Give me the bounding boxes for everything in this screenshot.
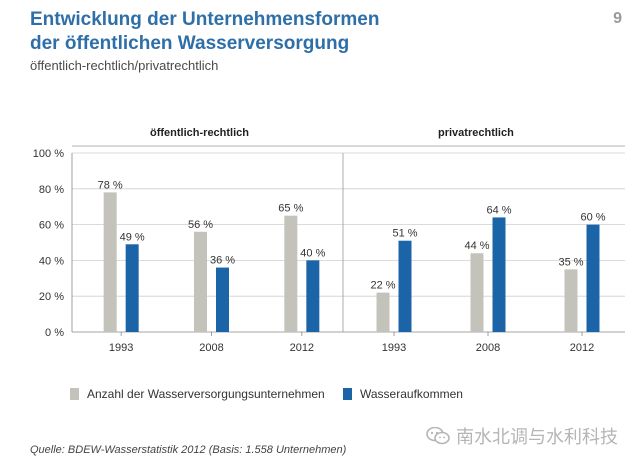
data-label: 35 % bbox=[558, 256, 583, 268]
legend-swatch-companies bbox=[70, 388, 79, 400]
x-tick-label: 2012 bbox=[290, 342, 314, 354]
data-label: 65 % bbox=[278, 203, 303, 215]
data-label: 51 % bbox=[392, 228, 417, 240]
chart-title-line2: der öffentlichen Wasserversorgung bbox=[30, 33, 350, 54]
x-tick-label: 2008 bbox=[476, 342, 500, 354]
x-tick-label: 1993 bbox=[109, 342, 133, 354]
x-tick-label: 2008 bbox=[199, 342, 223, 354]
bar-companies bbox=[103, 192, 117, 332]
chart-subtitle: öffentlich-rechtlich/privatrechtlich bbox=[30, 58, 219, 73]
legend-label-water: Wasseraufkommen bbox=[360, 387, 463, 401]
data-label: 60 % bbox=[580, 212, 605, 224]
y-tick-label: 80 % bbox=[39, 184, 64, 196]
watermark: 南水北调与水利科技 bbox=[426, 423, 618, 449]
bar-companies bbox=[284, 215, 298, 332]
bar-companies bbox=[470, 253, 484, 332]
data-label: 44 % bbox=[464, 240, 489, 252]
source-note: Quelle: BDEW-Wasserstatistik 2012 (Basis… bbox=[30, 444, 347, 456]
legend-item-companies: Anzahl der Wasserversorgungsunternehmen bbox=[70, 387, 325, 401]
bar-chart: 0 % 20 % 40 % 60 % 80 % 100 % 1993 78 % 49 % 2008… bbox=[33, 145, 625, 354]
y-tick-label: 60 % bbox=[39, 220, 64, 232]
bar-companies bbox=[564, 269, 578, 332]
y-tick-label: 100 % bbox=[33, 148, 64, 160]
data-label: 40 % bbox=[300, 247, 325, 259]
bar-water bbox=[125, 244, 139, 332]
panel-title-private: privatrechtlich bbox=[438, 127, 514, 139]
data-label: 56 % bbox=[188, 219, 213, 231]
bar-water bbox=[216, 267, 229, 332]
legend-item-water: Wasseraufkommen bbox=[343, 387, 463, 401]
data-label: 78 % bbox=[98, 179, 123, 191]
y-tick-label: 40 % bbox=[39, 255, 64, 267]
page-number: 9 bbox=[613, 10, 622, 27]
legend-swatch-water bbox=[343, 388, 352, 400]
chart-title: Entwicklung der Unternehmensformen der ö… bbox=[30, 8, 379, 56]
wechat-icon bbox=[426, 426, 450, 445]
bar-companies bbox=[376, 292, 390, 332]
chart-title-line1: Entwicklung der Unternehmensformen bbox=[30, 9, 380, 30]
data-label: 64 % bbox=[486, 204, 511, 216]
bar-water bbox=[398, 240, 412, 332]
x-tick-label: 1993 bbox=[382, 342, 406, 354]
data-label: 49 % bbox=[120, 231, 145, 243]
watermark-text: 南水北调与水利科技 bbox=[456, 427, 618, 448]
legend-label-companies: Anzahl der Wasserversorgungsunternehmen bbox=[87, 387, 325, 401]
y-tick-label: 0 % bbox=[45, 327, 64, 339]
bar-water bbox=[492, 217, 506, 332]
panel-title-public: öffentlich-rechtlich bbox=[150, 127, 250, 139]
y-tick-label: 20 % bbox=[39, 291, 64, 303]
bar-water bbox=[306, 260, 320, 332]
x-tick-label: 2012 bbox=[570, 342, 594, 354]
bar-water bbox=[586, 224, 600, 332]
data-label: 36 % bbox=[210, 255, 235, 267]
data-label: 22 % bbox=[370, 280, 395, 292]
bar-companies bbox=[194, 231, 207, 332]
